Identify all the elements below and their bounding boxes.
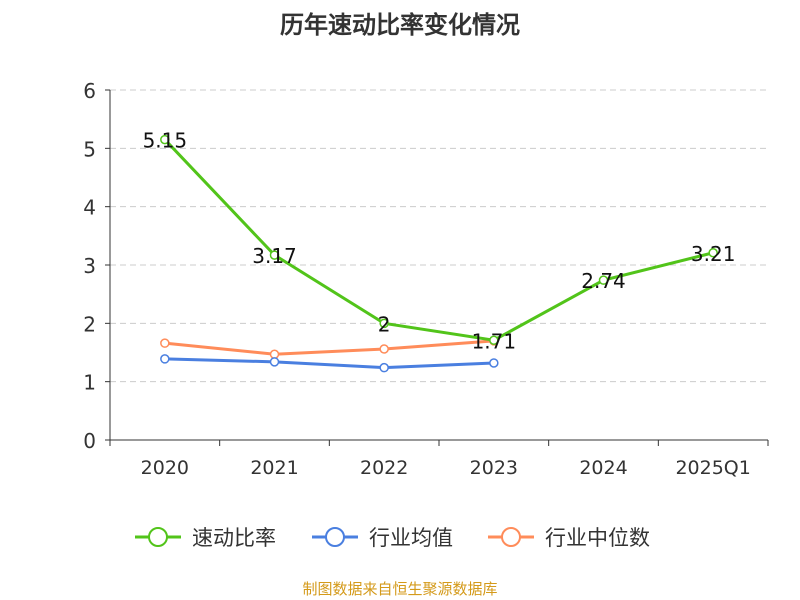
data-label: 2.74 [581, 269, 626, 293]
data-point [160, 354, 170, 364]
chart-title: 历年速动比率变化情况 [280, 11, 520, 39]
data-label: 1.71 [472, 329, 517, 353]
series-line [163, 138, 714, 342]
legend-label: 行业均值 [369, 526, 453, 550]
data-point [379, 318, 389, 329]
y-tick-label: 2 [83, 312, 96, 336]
y-tick-label: 0 [83, 429, 96, 453]
y-tick-label: 5 [83, 137, 96, 161]
data-point [269, 250, 280, 260]
data-point [598, 275, 609, 285]
legend-label: 行业中位数 [545, 526, 650, 550]
legend-marker [148, 527, 168, 547]
data-point [269, 357, 280, 367]
data-point [379, 362, 389, 373]
data-label: 3.21 [691, 242, 736, 266]
x-tick-label: 2023 [470, 457, 518, 479]
y-tick-label: 1 [83, 371, 96, 395]
data-point [160, 134, 170, 145]
source-note: 制图数据来自恒生聚源数据库 [302, 580, 497, 598]
y-tick-label: 6 [83, 79, 96, 103]
y-tick-label: 4 [83, 196, 96, 220]
data-label: 5.15 [143, 129, 188, 153]
data-point [379, 344, 389, 354]
x-tick-label: 2024 [579, 457, 627, 479]
series-line [164, 357, 494, 370]
y-tick-label: 3 [83, 254, 96, 278]
data-label: 3.17 [252, 244, 297, 268]
legend-label: 速动比率 [192, 526, 276, 550]
data-point [160, 338, 170, 348]
x-tick-label: 2020 [141, 457, 189, 479]
legend-marker [325, 527, 345, 547]
data-point [269, 349, 280, 359]
x-tick-label: 2021 [250, 457, 298, 479]
x-tick-label: 2025Q1 [675, 457, 750, 479]
series-line [164, 339, 494, 356]
x-tick-label: 2022 [360, 457, 408, 479]
data-point [708, 248, 718, 258]
data-label: 2 [378, 312, 391, 336]
data-point [489, 358, 499, 368]
legend-marker [501, 527, 521, 547]
data-point [489, 335, 499, 345]
